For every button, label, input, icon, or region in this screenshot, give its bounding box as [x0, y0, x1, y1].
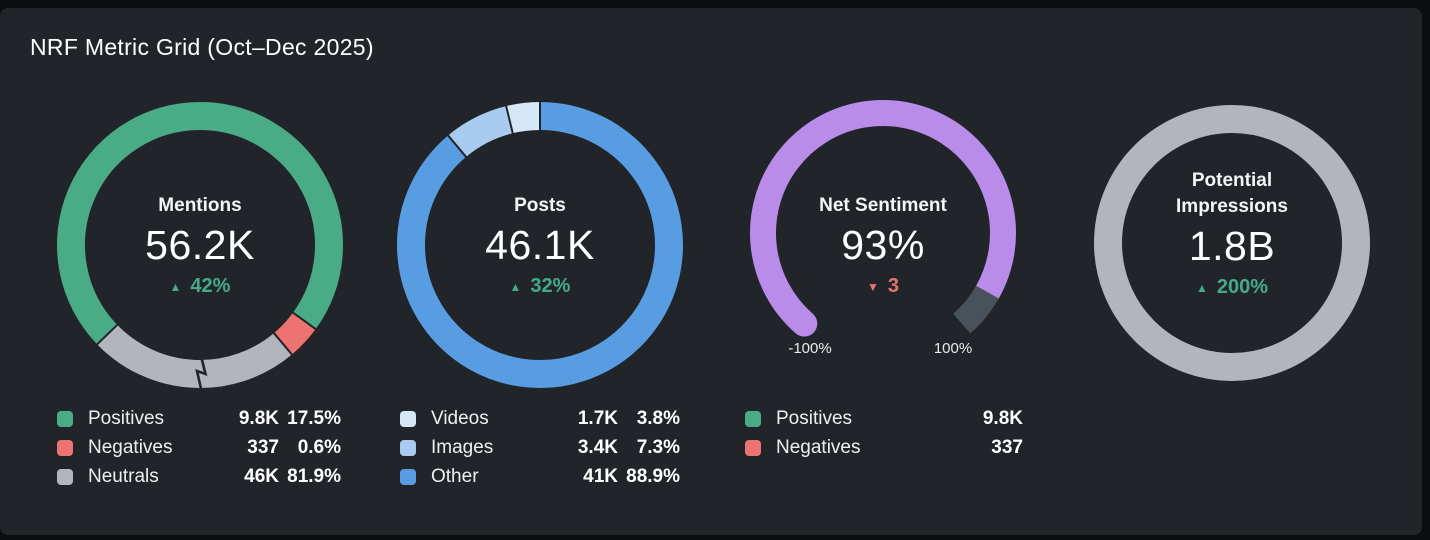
legend-percent: 81.9% — [287, 465, 341, 487]
legend-label: Positives — [776, 407, 853, 429]
legend-percent: 0.6% — [297, 436, 341, 458]
legend-label: Images — [431, 436, 494, 458]
negatives-swatch-icon — [57, 439, 73, 456]
legend-percent: 88.9% — [626, 465, 680, 487]
net-sentiment-gauge-chart: Net Sentiment 93% ▼ 3 -100% 100% — [733, 83, 1033, 383]
legend-row-neutrals[interactable]: Neutrals 46K 81.9% — [57, 462, 341, 491]
legend-row-negatives[interactable]: Negatives 337 0.6% — [57, 433, 341, 462]
gauge-max-label: 100% — [933, 340, 973, 357]
mentions-legend: Positives 9.8K 17.5% Negatives 337 0.6% … — [57, 404, 341, 491]
net-sentiment-gauge-arc[interactable] — [733, 83, 1033, 383]
legend-percent: 3.8% — [636, 407, 680, 429]
legend-label: Other — [431, 465, 479, 487]
mentions-donut-ring[interactable] — [50, 95, 350, 395]
images-swatch-icon — [400, 439, 416, 456]
legend-value: 3.4K — [577, 436, 618, 458]
legend-value: 46K — [244, 465, 279, 487]
positives-swatch-icon — [745, 410, 761, 427]
legend-row-positives[interactable]: Positives 9.8K — [745, 404, 1023, 433]
other-swatch-icon — [400, 468, 416, 485]
posts-donut-chart: Posts 46.1K ▲ 32% — [390, 95, 690, 395]
gauge-min-label: -100% — [788, 340, 832, 357]
legend-label: Neutrals — [88, 465, 159, 487]
legend-label: Negatives — [88, 436, 173, 458]
posts-legend: Videos 1.7K 3.8% Images 3.4K 7.3% Other … — [400, 404, 680, 491]
legend-value: 1.7K — [577, 407, 618, 429]
legend-row-images[interactable]: Images 3.4K 7.3% — [400, 433, 680, 462]
legend-value: 337 — [991, 436, 1023, 458]
page-title: NRF Metric Grid (Oct–Dec 2025) — [30, 34, 374, 60]
net-sentiment-legend: Positives 9.8K Negatives 337 — [745, 404, 1023, 462]
positives-swatch-icon — [57, 410, 73, 427]
legend-percent: 7.3% — [636, 436, 680, 458]
legend-label: Positives — [88, 407, 165, 429]
legend-row-negatives[interactable]: Negatives 337 — [745, 433, 1023, 462]
legend-row-positives[interactable]: Positives 9.8K 17.5% — [57, 404, 341, 433]
legend-label: Negatives — [776, 436, 861, 458]
legend-value: 9.8K — [982, 407, 1023, 429]
posts-donut-ring[interactable] — [390, 95, 690, 395]
mentions-donut-chart: Mentions 56.2K ▲ 42% — [50, 95, 350, 395]
legend-percent: 17.5% — [287, 407, 341, 429]
potential-impressions-donut-ring[interactable] — [1082, 93, 1382, 393]
potential-impressions-donut-chart: Potential Impressions 1.8B ▲ 200% — [1082, 93, 1382, 393]
legend-label: Videos — [431, 407, 489, 429]
neutrals-swatch-icon — [57, 468, 73, 485]
videos-swatch-icon — [400, 410, 416, 427]
legend-row-other[interactable]: Other 41K 88.9% — [400, 462, 680, 491]
legend-value: 337 — [247, 436, 279, 458]
metric-grid-panel: NRF Metric Grid (Oct–Dec 2025) Mentions … — [0, 8, 1422, 535]
legend-value: 9.8K — [238, 407, 279, 429]
legend-value: 41K — [583, 465, 618, 487]
legend-row-videos[interactable]: Videos 1.7K 3.8% — [400, 404, 680, 433]
negatives-swatch-icon — [745, 439, 761, 456]
